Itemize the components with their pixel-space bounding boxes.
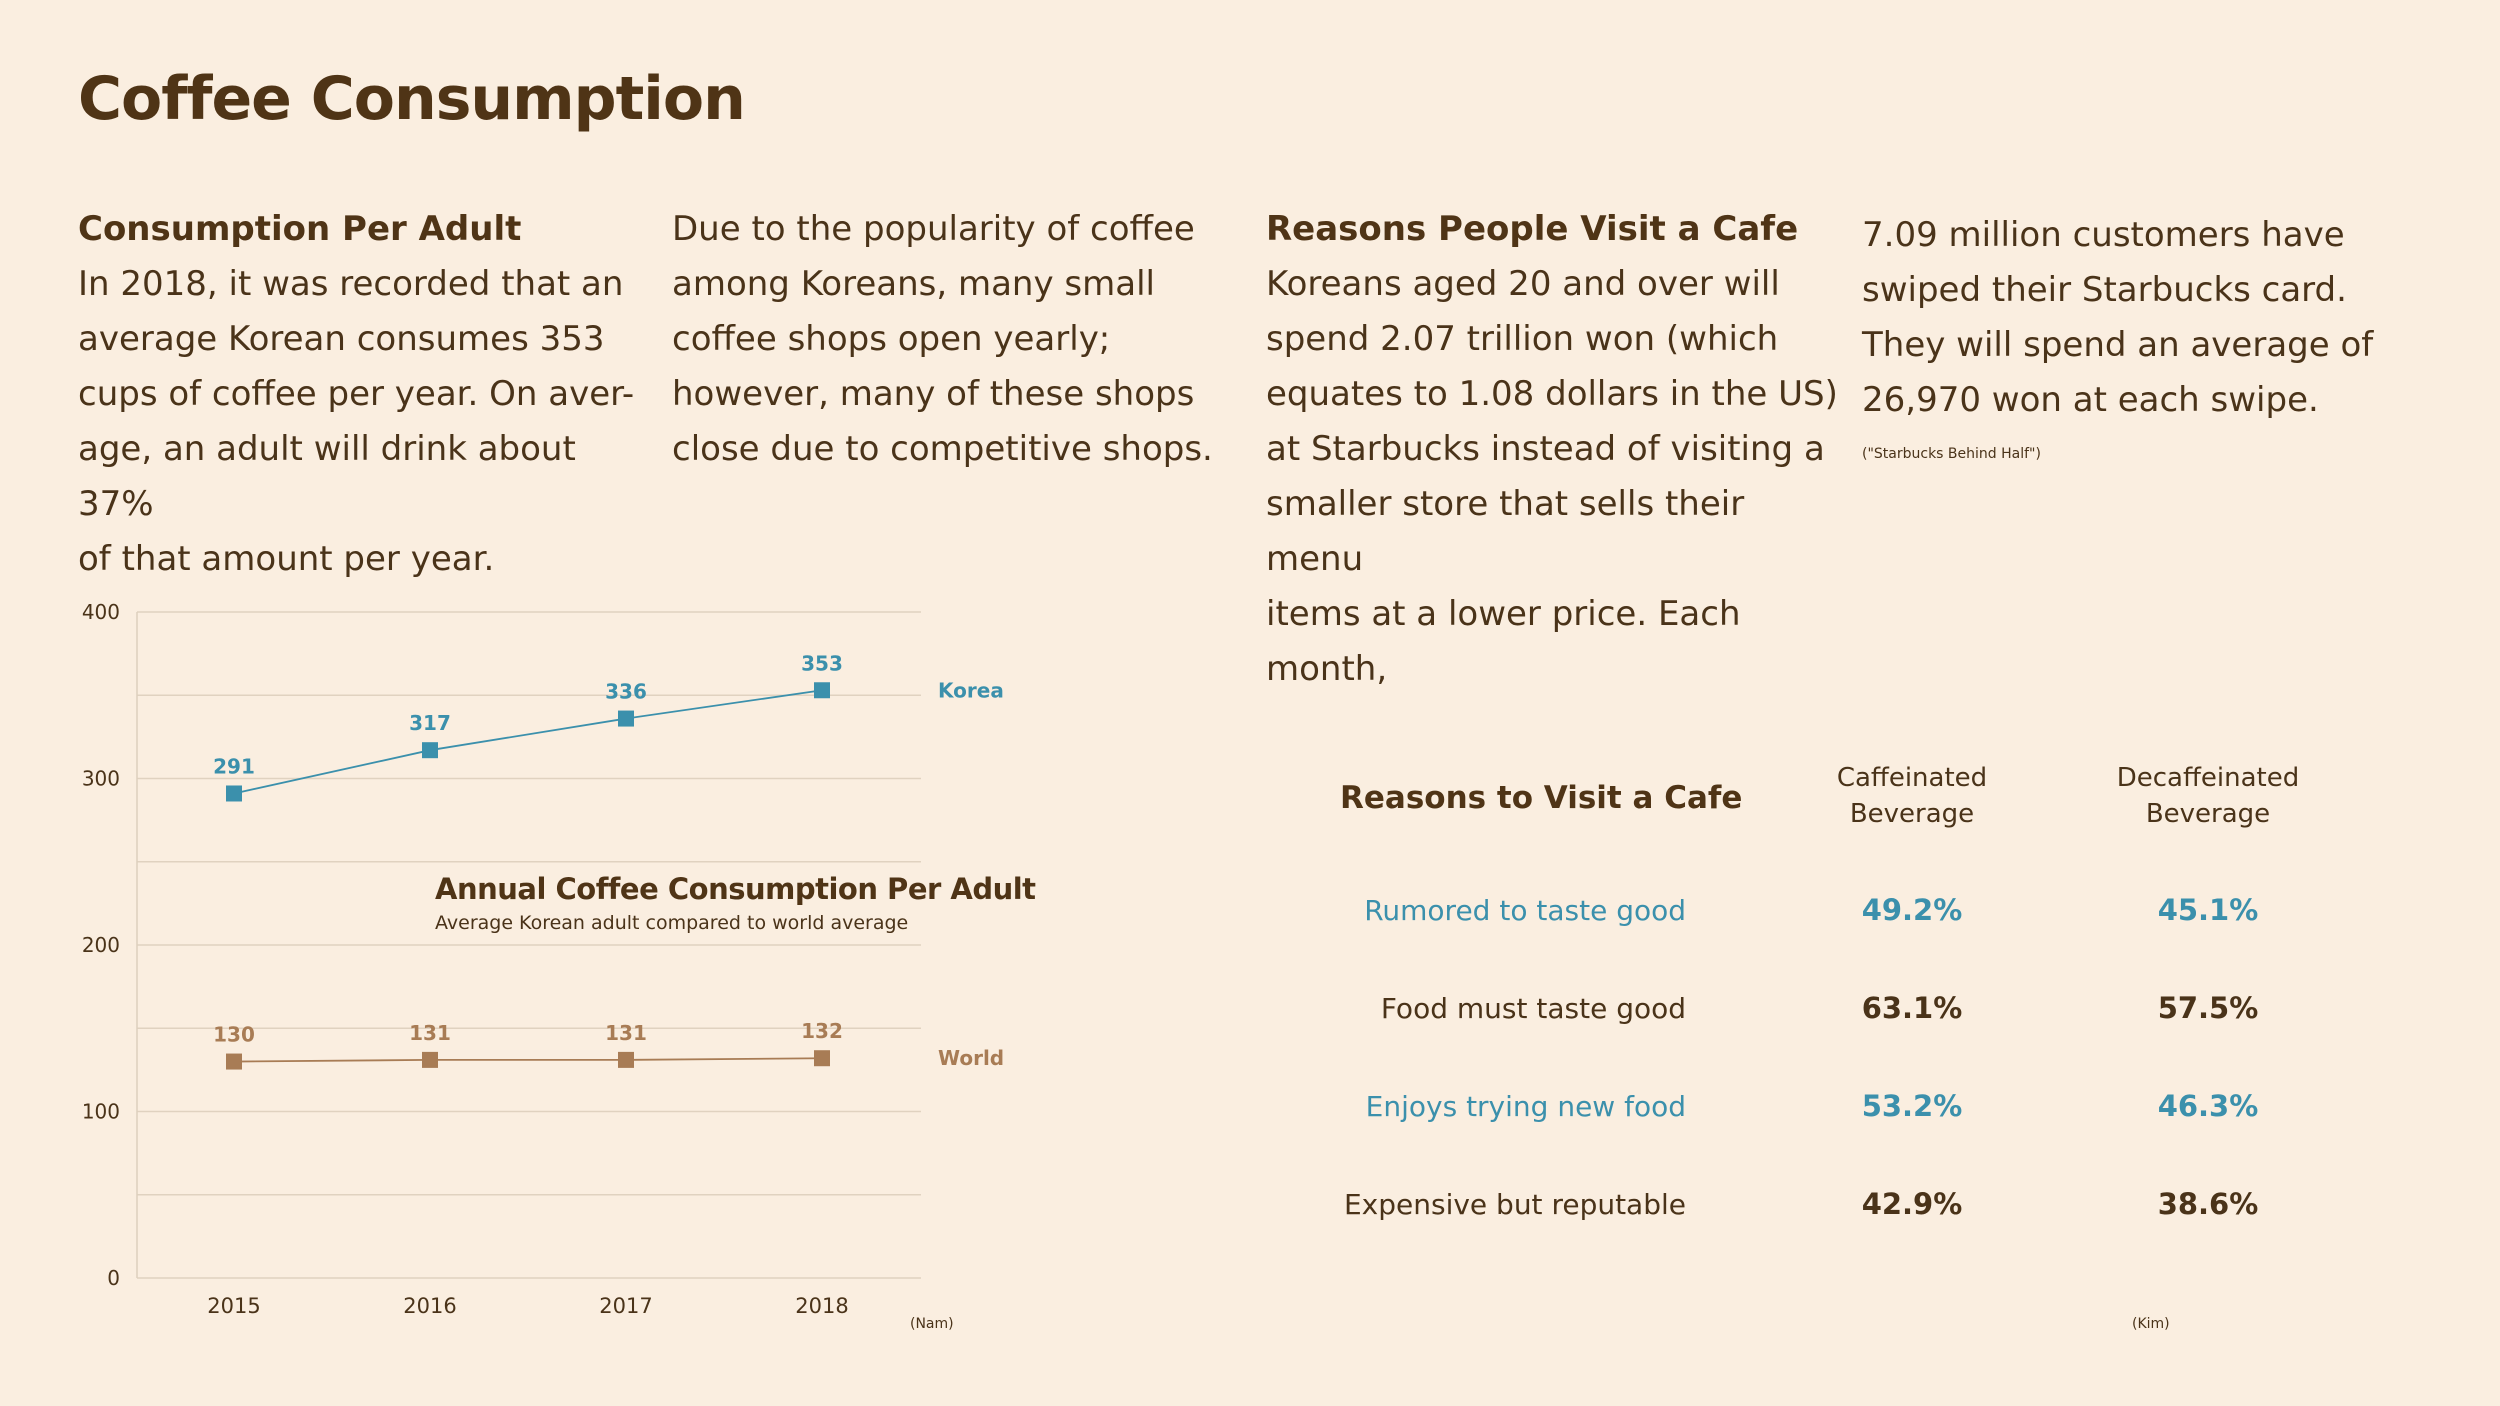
row-value-decaffeinated: 57.5%	[2157, 991, 2259, 1025]
data-label-world: 131	[605, 1021, 647, 1045]
legend-label-world: World	[938, 1046, 1004, 1070]
text-line: items at a lower price. Each month,	[1266, 594, 1741, 689]
row-value-caffeinated: 63.1%	[1861, 991, 1963, 1025]
text-column-starbucks: 7.09 million customers have swiped their…	[1862, 208, 2382, 464]
y-tick-label: 200	[82, 933, 120, 957]
caffeinated-header: Caffeinated Beverage	[1782, 760, 2042, 832]
data-point-korea	[226, 785, 242, 802]
text-line: age, an adult will drink about 37%	[78, 429, 576, 524]
citation-nam: (Nam)	[910, 1316, 954, 1332]
x-tick-label: 2016	[403, 1294, 456, 1318]
text-line: coffee shops open yearly;	[672, 319, 1111, 359]
citation-kim: (Kim)	[2132, 1316, 2170, 1332]
data-point-world	[226, 1053, 242, 1070]
y-tick-label: 400	[82, 600, 120, 624]
text-column-reasons: Reasons People Visit a Cafe Koreans aged…	[1266, 202, 1846, 697]
consumption-heading: Consumption Per Adult	[78, 209, 522, 249]
text-line: Due to the popularity of coffee	[672, 209, 1195, 249]
data-label-world: 132	[801, 1019, 843, 1043]
data-point-world	[814, 1050, 830, 1067]
header-line: Decaffeinated	[2116, 763, 2300, 793]
reasons-heading: Reasons People Visit a Cafe	[1266, 209, 1799, 249]
data-point-korea	[814, 682, 830, 699]
text-column-consumption: Consumption Per Adult In 2018, it was re…	[78, 202, 638, 587]
data-label-korea: 317	[409, 711, 451, 735]
text-line: spend 2.07 trillion won (which	[1266, 319, 1779, 359]
row-value-decaffeinated: 45.1%	[2157, 893, 2259, 927]
x-tick-label: 2015	[207, 1294, 260, 1318]
header-line: Caffeinated	[1836, 763, 1988, 793]
text-line: of that amount per year.	[78, 539, 495, 579]
text-line: equates to 1.08 dollars in the US)	[1266, 374, 1838, 414]
text-line: 7.09 million customers have	[1862, 215, 2345, 255]
row-value-caffeinated: 42.9%	[1861, 1187, 1963, 1221]
text-column-popularity: Due to the popularity of coffee among Ko…	[672, 202, 1232, 477]
text-line: In 2018, it was recorded that an	[78, 264, 624, 304]
header-line: Beverage	[1849, 799, 1975, 829]
data-point-world	[422, 1051, 438, 1068]
text-line: Koreans aged 20 and over will	[1266, 264, 1780, 304]
coffee-consumption-chart: 0 100 200 300 400 2015 2016 2017 2018 291 317 336 35…	[0, 580, 1100, 1360]
text-line: 26,970 won at each swipe.	[1862, 380, 2319, 420]
data-label-korea: 291	[213, 754, 255, 778]
series-line-korea	[233, 689, 823, 795]
row-label: Food must taste good	[1380, 992, 1686, 1025]
data-label-korea: 353	[801, 651, 843, 675]
citation-starbucks: ("Starbucks Behind Half")	[1862, 446, 2041, 462]
row-value-caffeinated: 49.2%	[1861, 893, 1963, 927]
series-line-world	[233, 1057, 823, 1063]
y-tick-label: 100	[82, 1100, 120, 1124]
reasons-table: Reasons to Visit a Cafe Caffeinated Beve…	[1260, 760, 2360, 1300]
decaffeinated-header: Decaffeinated Beverage	[2078, 760, 2338, 832]
chart-title: Annual Coffee Consumption Per Adult	[435, 872, 1036, 906]
chart-subtitle: Average Korean adult compared to world a…	[435, 912, 909, 934]
text-line: They will spend an average of	[1862, 325, 2374, 365]
text-line: smaller store that sells their menu	[1266, 484, 1745, 579]
row-label: Expensive but reputable	[1343, 1188, 1686, 1221]
text-line: cups of coffee per year. On aver-	[78, 374, 635, 414]
data-point-korea	[618, 710, 634, 727]
data-label-world: 130	[213, 1023, 255, 1047]
page-title: Coffee Consumption	[78, 64, 746, 134]
text-line: swiped their Starbucks card.	[1862, 270, 2347, 310]
row-value-decaffeinated: 38.6%	[2157, 1187, 2259, 1221]
x-tick-label: 2018	[795, 1294, 848, 1318]
data-label-korea: 336	[605, 680, 647, 704]
data-point-korea	[422, 742, 438, 759]
x-tick-label: 2017	[599, 1294, 652, 1318]
row-value-caffeinated: 53.2%	[1861, 1089, 1963, 1123]
legend-label-korea: Korea	[938, 678, 1004, 702]
text-line: at Starbucks instead of visiting a	[1266, 429, 1825, 469]
y-tick-label: 0	[107, 1266, 120, 1290]
text-line: among Koreans, many small	[672, 264, 1155, 304]
row-value-decaffeinated: 46.3%	[2157, 1089, 2259, 1123]
data-point-world	[618, 1051, 634, 1068]
text-line: close due to competitive shops.	[672, 429, 1213, 469]
row-label: Rumored to taste good	[1364, 894, 1686, 927]
table-title: Reasons to Visit a Cafe	[1340, 780, 1743, 816]
text-line: average Korean consumes 353	[78, 319, 605, 359]
chart-title-block: Annual Coffee Consumption Per Adult Aver…	[435, 872, 1036, 934]
text-line: however, many of these shops	[672, 374, 1195, 414]
header-line: Beverage	[2145, 799, 2271, 829]
y-tick-label: 300	[82, 767, 120, 791]
chart-canvas: 0 100 200 300 400 2015 2016 2017 2018 291 317 336 35…	[82, 600, 1004, 1318]
data-label-world: 131	[409, 1021, 451, 1045]
row-label: Enjoys trying new food	[1365, 1090, 1686, 1123]
